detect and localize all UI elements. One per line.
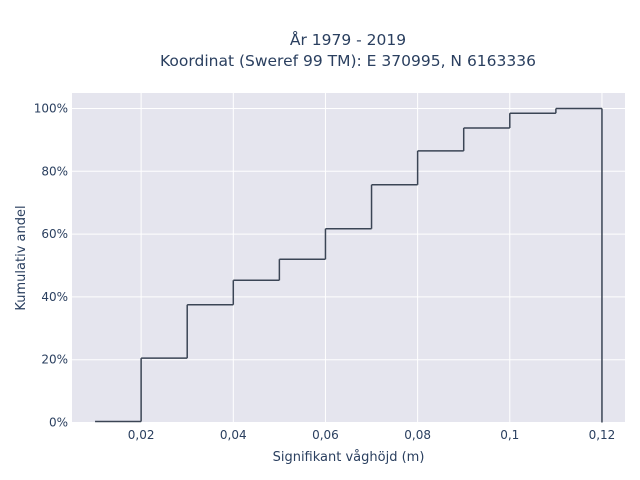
x-tick-label: 0,1 xyxy=(500,428,519,442)
x-axis-ticks: 0,02 0,04 0,06 0,08 0,1 0,12 xyxy=(128,428,616,442)
plot-area xyxy=(72,93,625,423)
x-axis-title: Signifikant våghöjd (m) xyxy=(273,450,425,465)
x-tick-label: 0,08 xyxy=(404,428,431,442)
chart-title-line-1: År 1979 - 2019 xyxy=(290,30,406,49)
y-tick-label: 60% xyxy=(41,227,68,241)
x-tick-label: 0,02 xyxy=(128,428,155,442)
chart-title-line-2: Koordinat (Sweref 99 TM): E 370995, N 61… xyxy=(160,52,536,70)
x-tick-label: 0,04 xyxy=(220,428,247,442)
y-tick-label: 0% xyxy=(49,416,68,430)
y-tick-label: 80% xyxy=(41,164,68,178)
x-tick-label: 0,06 xyxy=(312,428,339,442)
x-tick-label: 0,12 xyxy=(589,428,616,442)
series-layer xyxy=(95,107,603,423)
y-tick-label: 40% xyxy=(41,290,68,304)
y-axis-ticks: 0% 20% 40% 60% 80% 100% xyxy=(34,102,68,430)
y-tick-label: 100% xyxy=(34,102,68,116)
y-tick-label: 20% xyxy=(41,353,68,367)
y-axis-title: Kumulativ andel xyxy=(14,205,29,310)
series-line xyxy=(95,107,603,423)
